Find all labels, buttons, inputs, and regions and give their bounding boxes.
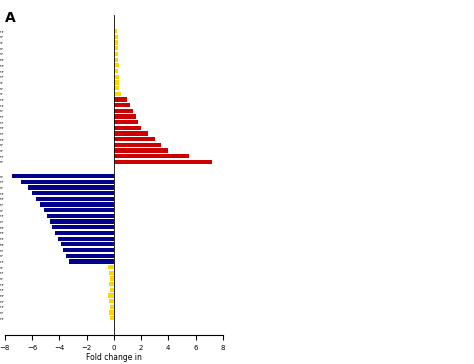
Bar — [53, 225, 114, 229]
Bar — [58, 237, 114, 241]
Bar — [114, 52, 118, 56]
Bar — [44, 208, 114, 212]
Bar — [114, 75, 118, 79]
Bar — [109, 305, 114, 309]
Bar — [109, 316, 114, 320]
Bar — [61, 242, 114, 246]
Bar — [114, 46, 118, 51]
Bar — [11, 174, 114, 178]
Bar — [66, 254, 114, 258]
Bar — [114, 69, 118, 73]
Bar — [109, 276, 114, 281]
Bar — [108, 265, 114, 269]
Bar — [114, 97, 128, 102]
Bar — [21, 180, 114, 184]
Bar — [47, 214, 114, 218]
Bar — [109, 310, 114, 314]
Bar — [69, 259, 114, 264]
Bar — [114, 109, 133, 113]
Bar — [114, 149, 168, 153]
Bar — [64, 248, 114, 252]
Bar — [114, 131, 148, 136]
Bar — [108, 293, 114, 298]
Bar — [114, 35, 118, 39]
Bar — [114, 114, 136, 119]
Bar — [114, 80, 118, 84]
Bar — [109, 282, 114, 286]
Bar — [50, 219, 114, 224]
Bar — [114, 92, 120, 96]
Bar — [114, 40, 118, 45]
Bar — [114, 58, 118, 62]
Bar — [114, 137, 155, 141]
Bar — [36, 197, 114, 201]
Bar — [55, 231, 114, 235]
Bar — [114, 29, 117, 33]
Bar — [109, 288, 114, 292]
Bar — [114, 154, 189, 158]
Bar — [109, 299, 114, 303]
Bar — [114, 86, 119, 90]
Bar — [114, 63, 118, 67]
Bar — [32, 191, 114, 195]
Bar — [28, 185, 114, 190]
Bar — [114, 143, 162, 147]
Bar — [40, 202, 114, 207]
Bar — [114, 126, 141, 130]
Bar — [114, 103, 130, 107]
Bar — [109, 270, 114, 275]
Bar — [114, 120, 138, 124]
X-axis label: Fold change in
relative luciferase units: Fold change in relative luciferase units — [68, 353, 159, 364]
Bar — [114, 160, 212, 164]
Text: A: A — [5, 11, 16, 25]
